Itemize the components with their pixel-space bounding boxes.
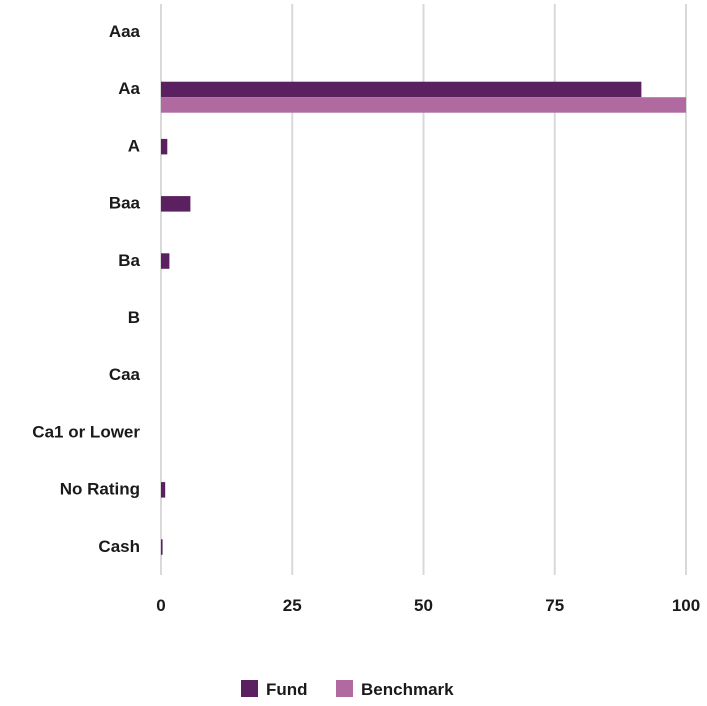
bar-fund-a [161,138,168,155]
bar-benchmark-aa [161,97,686,113]
bar-fund-cash [161,539,163,555]
legend-fund-swatch [241,680,258,697]
x-tick-label-50: 50 [414,596,433,615]
legend: Fund Benchmark [241,680,454,699]
legend-fund-label: Fund [266,680,308,699]
legend-benchmark-swatch [336,680,353,697]
legend-benchmark-label: Benchmark [361,680,454,699]
category-label-no-rating: No Rating [60,480,140,499]
x-tick-label-100: 100 [672,596,700,615]
category-label-caa: Caa [109,365,141,384]
category-labels: Aaa Aa A Baa Ba B Caa Ca1 or Lower No Rating Cash [32,22,140,556]
category-label-baa: Baa [109,194,141,213]
category-label-ba: Ba [118,251,140,270]
bar-fund-no-rating [161,482,166,498]
bar-fund-baa [161,196,191,212]
category-label-aa: Aa [118,79,140,98]
bar-fund-ba [161,253,170,269]
x-tick-label-25: 25 [283,596,302,615]
x-tick-labels: 0 25 50 75 100 [156,596,700,615]
bar-fund-aa [161,81,642,98]
category-label-a: A [128,136,140,155]
category-label-cash: Cash [98,537,140,556]
category-label-aaa: Aaa [109,22,141,41]
x-tick-label-75: 75 [545,596,564,615]
category-label-b: B [128,308,140,327]
bars [161,81,686,555]
category-label-ca1-or-lower: Ca1 or Lower [32,422,140,441]
x-tick-label-0: 0 [156,596,165,615]
